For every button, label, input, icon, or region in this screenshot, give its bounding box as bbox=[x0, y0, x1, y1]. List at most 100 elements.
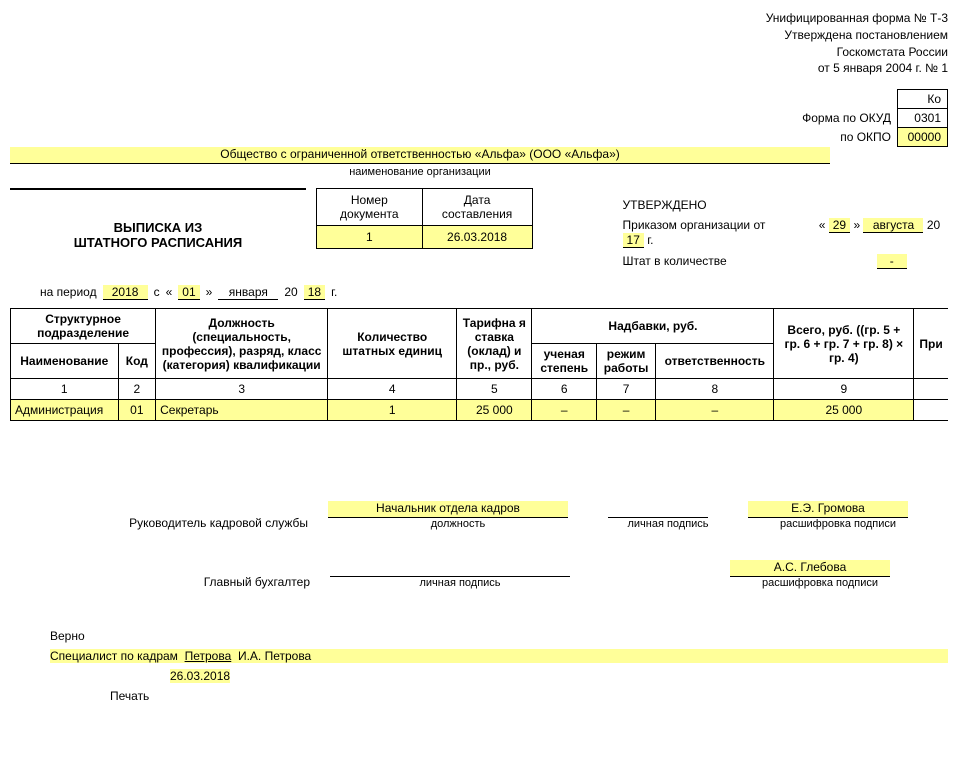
sig-caption-2: личная подпись bbox=[330, 577, 590, 589]
org-name: Общество с ограниченной ответственностью… bbox=[10, 147, 830, 164]
main-table: Структурное подразделение Должность (спе… bbox=[10, 308, 948, 421]
period-suffix: г. bbox=[331, 285, 337, 299]
staff-value: - bbox=[877, 254, 907, 269]
position-caption: должность bbox=[328, 518, 588, 530]
specialist-name: И.А. Петрова bbox=[238, 649, 311, 663]
cell-name: Администрация bbox=[11, 400, 119, 421]
verno-stamp: Печать bbox=[110, 689, 948, 703]
cell-units: 1 bbox=[328, 400, 457, 421]
form-header: Унифицированная форма № Т-3 Утверждена п… bbox=[10, 10, 948, 77]
th-position: Должность (специальность, профессия), ра… bbox=[156, 309, 328, 379]
th-units: Количество штатных единиц bbox=[328, 309, 457, 379]
cn2: 2 bbox=[118, 379, 156, 400]
signature-section: Руководитель кадровой службы Начальник о… bbox=[10, 501, 948, 589]
th-degree: ученая степень bbox=[532, 344, 597, 379]
accountant-name: А.С. Глебова bbox=[730, 560, 890, 577]
cn1: 1 bbox=[11, 379, 119, 400]
cell-tariff: 25 000 bbox=[457, 400, 532, 421]
doc-num-value: 1 bbox=[316, 226, 422, 249]
hr-head-name: Е.Э. Громова bbox=[748, 501, 908, 518]
order-prefix: Приказом организации от bbox=[623, 218, 766, 232]
th-name: Наименование bbox=[11, 344, 119, 379]
hr-head-position: Начальник отдела кадров bbox=[328, 501, 568, 518]
doc-date-header: Дата составления bbox=[422, 189, 532, 226]
approval-block: УТВЕРЖДЕНО Приказом организации от « 29 … bbox=[623, 188, 948, 275]
doc-num-table: Номер документа Дата составления 1 26.03… bbox=[316, 188, 533, 249]
doc-title-2: ШТАТНОГО РАСПИСАНИЯ bbox=[10, 235, 306, 250]
th-struct: Структурное подразделение bbox=[11, 309, 156, 344]
th-tariff: Тарифна я ставка (оклад) и пр., руб. bbox=[457, 309, 532, 379]
cn3: 3 bbox=[156, 379, 328, 400]
cn9: 9 bbox=[774, 379, 914, 400]
year-prefix: 20 bbox=[927, 218, 940, 232]
q2: » bbox=[853, 218, 860, 232]
verno-true: Верно bbox=[50, 629, 948, 643]
doc-date-value: 26.03.2018 bbox=[422, 226, 532, 249]
okpo-label: по ОКПО bbox=[796, 128, 897, 147]
hr-head-sig bbox=[608, 501, 708, 518]
approval-day: 29 bbox=[829, 218, 850, 233]
th-resp: ответственность bbox=[656, 344, 774, 379]
verno-block: Верно Специалист по кадрам Петрова И.А. … bbox=[50, 629, 948, 703]
q1: « bbox=[819, 218, 826, 232]
period-yshort: 18 bbox=[304, 285, 325, 300]
verno-specialist-row: Специалист по кадрам Петрова И.А. Петров… bbox=[50, 649, 948, 663]
period-row: на период 2018 с « 01 » января 20 18 г. bbox=[40, 285, 948, 300]
cn6: 6 bbox=[532, 379, 597, 400]
date-line: от 5 января 2004 г. № 1 bbox=[10, 60, 948, 77]
th-mode: режим работы bbox=[597, 344, 656, 379]
th-note: При bbox=[914, 309, 948, 379]
period-year: 2018 bbox=[103, 285, 148, 300]
doc-header-row: ВЫПИСКА ИЗ ШТАТНОГО РАСПИСАНИЯ Номер док… bbox=[10, 188, 948, 275]
sig-caption-1: личная подпись bbox=[608, 518, 728, 530]
hr-head-label: Руководитель кадровой службы bbox=[10, 516, 328, 530]
org-caption: наименование организации bbox=[10, 166, 830, 178]
doc-title: ВЫПИСКА ИЗ ШТАТНОГО РАСПИСАНИЯ bbox=[10, 188, 306, 250]
code-label: Ко bbox=[898, 90, 948, 109]
cell-total: 25 000 bbox=[774, 400, 914, 421]
cell-mode: – bbox=[597, 400, 656, 421]
okud-label: Форма по ОКУД bbox=[796, 109, 897, 128]
form-line: Унифицированная форма № Т-3 bbox=[10, 10, 948, 27]
period-prefix: на период bbox=[40, 285, 97, 299]
accountant-sig bbox=[330, 560, 570, 577]
verno-date: 26.03.2018 bbox=[170, 669, 230, 683]
th-total: Всего, руб. ((гр. 5 + гр. 6 + гр. 7 + гр… bbox=[774, 309, 914, 379]
cn4: 4 bbox=[328, 379, 457, 400]
doc-title-1: ВЫПИСКА ИЗ bbox=[10, 220, 306, 235]
period-from: с bbox=[154, 285, 160, 299]
cn5: 5 bbox=[457, 379, 532, 400]
cell-position: Секретарь bbox=[156, 400, 328, 421]
period-month: января bbox=[218, 285, 278, 300]
period-yprefix: 20 bbox=[284, 285, 297, 299]
cn7: 7 bbox=[597, 379, 656, 400]
form-codes-block: Ко Форма по ОКУД0301 по ОКПО00000 bbox=[796, 89, 948, 147]
period-q1: « bbox=[166, 285, 173, 299]
cn8: 8 bbox=[656, 379, 774, 400]
specialist-sig: Петрова bbox=[185, 649, 232, 663]
okud-value: 0301 bbox=[898, 109, 948, 128]
name-caption-2: расшифровка подписи bbox=[730, 577, 910, 589]
specialist-label: Специалист по кадрам bbox=[50, 649, 178, 663]
cell-degree: – bbox=[532, 400, 597, 421]
name-caption-1: расшифровка подписи bbox=[748, 518, 928, 530]
th-code: Код bbox=[118, 344, 156, 379]
period-q2: » bbox=[206, 285, 213, 299]
cell-resp: – bbox=[656, 400, 774, 421]
approved-label: УТВЕРЖДЕНО bbox=[623, 198, 948, 212]
period-day: 01 bbox=[178, 285, 199, 300]
cell-note bbox=[914, 400, 948, 421]
approved-line: Утверждена постановлением bbox=[10, 27, 948, 44]
agency-line: Госкомстата России bbox=[10, 44, 948, 61]
doc-num-header: Номер документа bbox=[316, 189, 422, 226]
th-allowances: Надбавки, руб. bbox=[532, 309, 774, 344]
year-suffix: г. bbox=[647, 233, 653, 247]
okpo-value: 00000 bbox=[898, 128, 948, 147]
cn10 bbox=[914, 379, 948, 400]
cell-code: 01 bbox=[118, 400, 156, 421]
approval-year: 17 bbox=[623, 233, 644, 248]
table-row: Администрация 01 Секретарь 1 25 000 – – … bbox=[11, 400, 949, 421]
staff-label: Штат в количестве bbox=[623, 254, 727, 268]
approval-month: августа bbox=[863, 218, 923, 233]
accountant-label: Главный бухгалтер bbox=[10, 575, 330, 589]
